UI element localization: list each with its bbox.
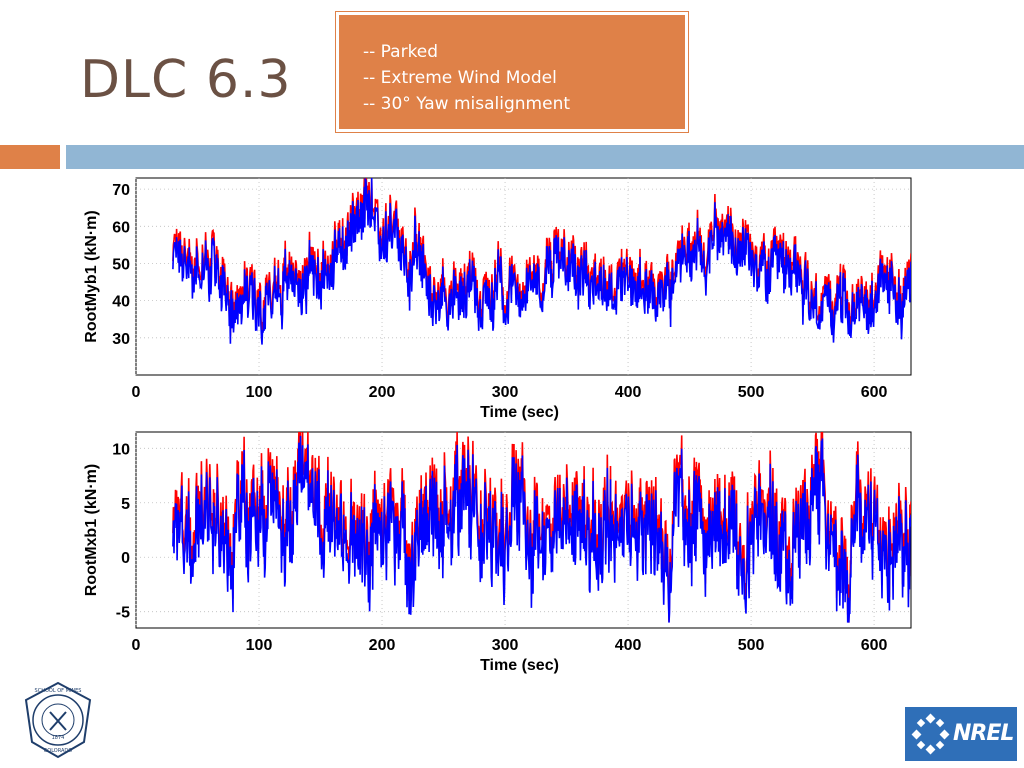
plot-frame-1 [135, 177, 912, 376]
callout-box: -- Parked -- Extreme Wind Model -- 30° Y… [335, 11, 689, 133]
x-tick-label: 100 [246, 384, 273, 401]
nrel-logo: NREL [905, 707, 1017, 761]
x-tick-label: 0 [132, 384, 141, 401]
mines-logo-bottom-text: COLORADO [44, 748, 73, 754]
y-tick-label: 60 [112, 219, 130, 236]
y-tick-label: 70 [112, 182, 130, 199]
x-tick-label: 400 [615, 384, 642, 401]
x-tick-label: 0 [132, 637, 141, 654]
callout-line-parked: -- Parked [363, 42, 439, 62]
accent-bar-orange [0, 145, 60, 169]
mines-logo-top-text: SCHOOL OF MINES [35, 688, 82, 694]
x-axis-label: Time (sec) [480, 404, 559, 421]
series-line-1-2 [172, 178, 911, 345]
x-tick-label: 100 [246, 637, 273, 654]
x-tick-label: 600 [861, 637, 888, 654]
nrel-emblem-icon [911, 713, 950, 755]
y-tick-label: -5 [116, 605, 130, 622]
x-tick-label: 400 [615, 637, 642, 654]
x-tick-label: 600 [861, 384, 888, 401]
x-tick-label: 200 [369, 637, 396, 654]
y-tick-label: 30 [112, 331, 130, 348]
mines-logo-year: 1874 [52, 735, 65, 741]
y-tick-label: 10 [112, 441, 130, 458]
y-axis-label: RootMxb1 (kN·m) [83, 464, 100, 596]
x-tick-label: 500 [738, 384, 765, 401]
x-tick-label: 500 [738, 637, 765, 654]
colorado-school-of-mines-logo: SCHOOL OF MINES COLORADO 1874 [24, 681, 92, 759]
callout-lines: -- Parked -- Extreme Wind Model -- 30° Y… [363, 39, 570, 117]
y-tick-label: 50 [112, 256, 130, 273]
x-tick-label: 300 [492, 384, 519, 401]
callout-line-yaw: -- 30° Yaw misalignment [363, 94, 571, 114]
accent-bar-blue [66, 145, 1024, 169]
nrel-logo-text: NREL [953, 721, 1014, 746]
series-line-2-2 [172, 435, 911, 623]
callout-line-wind-model: -- Extreme Wind Model [363, 68, 557, 88]
y-tick-label: 0 [121, 550, 130, 567]
x-axis-label: Time (sec) [480, 657, 559, 674]
slide-title: DLC 6.3 [80, 50, 292, 110]
y-tick-label: 40 [112, 294, 130, 311]
y-axis-label: RootMyb1 (kN·m) [83, 210, 100, 342]
x-tick-label: 300 [492, 637, 519, 654]
y-tick-label: 5 [121, 496, 130, 513]
x-tick-label: 200 [369, 384, 396, 401]
